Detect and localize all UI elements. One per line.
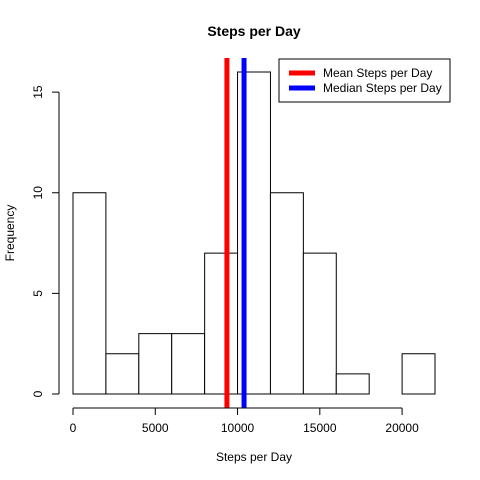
y-tick-label: 15 [31, 85, 45, 99]
y-tick-label: 10 [31, 186, 45, 200]
x-axis: 0 5000 10000 15000 20000 [70, 407, 419, 435]
histogram-bar [105, 353, 140, 395]
y-tick-label: 5 [31, 290, 45, 297]
x-tick-label: 20000 [385, 421, 419, 435]
bars-group [72, 71, 436, 395]
histogram-bar [335, 373, 370, 395]
x-tick-label: 5000 [142, 421, 169, 435]
legend-median-label: Median Steps per Day [323, 81, 442, 95]
legend-mean-label: Mean Steps per Day [323, 66, 432, 80]
x-tick-label: 0 [70, 421, 77, 435]
x-tick-label: 10000 [221, 421, 255, 435]
histogram-bar [401, 353, 436, 395]
y-axis: 0 5 10 15 [31, 85, 60, 397]
histogram-bar [269, 192, 304, 395]
histogram-bar [72, 192, 107, 395]
chart-title: Steps per Day [207, 23, 301, 39]
y-axis-label: Frequency [3, 205, 17, 262]
x-tick-label: 15000 [303, 421, 337, 435]
histogram-bar [171, 333, 206, 395]
histogram-bar [302, 252, 337, 395]
legend-box [278, 58, 451, 103]
y-tick-label: 0 [31, 390, 45, 397]
histogram-bar [138, 333, 173, 395]
histogram-bar [204, 252, 239, 395]
reference-lines-group [224, 58, 247, 408]
x-axis-label: Steps per Day [216, 450, 292, 464]
